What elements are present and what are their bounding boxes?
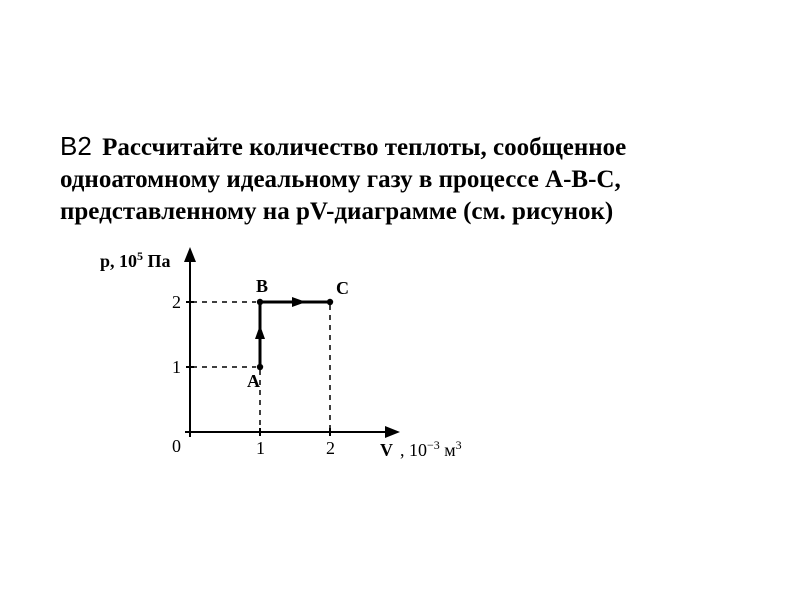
y-axis-label: p, 105 Па <box>100 249 171 271</box>
point-C <box>327 299 333 305</box>
y-axis-arrow-icon <box>184 247 196 262</box>
arrow-BC-icon <box>292 297 306 307</box>
pv-diagram-svg: p, 105 Па V , 10−3 м3 0 1 2 1 2 <box>80 242 520 472</box>
origin-label: 0 <box>172 436 181 456</box>
y-tick-1-label: 1 <box>172 357 181 377</box>
point-C-label: C <box>336 278 349 298</box>
problem-body: Рассчитайте количество теплоты, сообщенн… <box>60 134 626 225</box>
x-axis-unit: , 10−3 м3 <box>400 438 462 460</box>
arrow-AB-icon <box>255 325 265 339</box>
x-axis-arrow-icon <box>385 426 400 438</box>
problem-statement: В2 Рассчитайте количество теплоты, сообщ… <box>60 130 740 228</box>
x-tick-1-label: 1 <box>256 438 265 458</box>
x-tick-2-label: 2 <box>326 438 335 458</box>
point-A-label: A <box>247 371 260 391</box>
pv-diagram: p, 105 Па V , 10−3 м3 0 1 2 1 2 <box>80 242 740 477</box>
point-A <box>257 364 263 370</box>
y-tick-2-label: 2 <box>172 292 181 312</box>
page: В2 Рассчитайте количество теплоты, сообщ… <box>0 0 800 477</box>
problem-label: В2 <box>60 131 92 161</box>
point-B <box>257 299 263 305</box>
x-axis-label-V: V <box>380 440 393 460</box>
point-B-label: B <box>256 276 268 296</box>
